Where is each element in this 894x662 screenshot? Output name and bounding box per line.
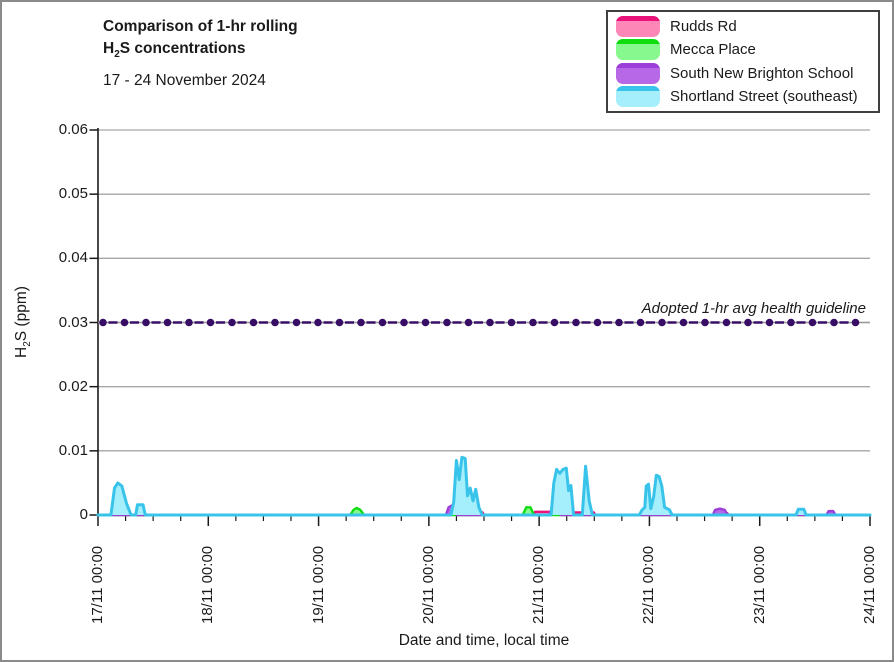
legend-swatch-icon [616, 85, 660, 107]
guideline-marker [701, 318, 709, 327]
guideline-marker [99, 318, 107, 327]
guideline-marker [400, 318, 408, 327]
x-axis-title: Date and time, local time [398, 632, 570, 649]
legend-swatch-line [616, 85, 660, 91]
x-tick-label: 19/11 00:00 [309, 545, 327, 624]
guideline-marker [507, 318, 516, 327]
x-tick-label: 24/11 00:00 [861, 545, 878, 624]
guideline-marker [142, 318, 150, 327]
guideline-marker [658, 318, 666, 327]
y-tick-label: 0.03 [58, 313, 88, 331]
guideline-marker [206, 318, 215, 327]
legend-item-south-new-brighton-school: South New Brighton School [608, 62, 878, 84]
x-tick-label: 20/11 00:00 [419, 545, 437, 624]
legend-label: South New Brighton School [670, 64, 854, 82]
y-tick-label: 0.05 [58, 185, 88, 203]
guideline-marker [851, 318, 860, 327]
x-tick-label: 21/11 00:00 [530, 545, 548, 624]
guideline-marker [271, 318, 279, 327]
guideline-marker [679, 318, 688, 327]
y-tick-label: 0 [79, 506, 88, 523]
guideline-marker [808, 318, 817, 327]
y-tick-label: 0.01 [58, 441, 88, 459]
guideline-marker [550, 318, 559, 327]
legend-swatch-icon [616, 62, 660, 84]
guideline-marker [830, 318, 838, 327]
x-tick-label: 17/11 00:00 [89, 545, 106, 624]
x-tick-label: 18/11 00:00 [199, 545, 217, 624]
guideline-marker [335, 318, 344, 327]
x-tick-label: 22/11 00:00 [640, 545, 658, 624]
legend-swatch-line [616, 62, 660, 68]
legend-swatch-line [616, 39, 660, 45]
guideline-marker [357, 318, 365, 327]
guideline-marker [314, 318, 322, 327]
legend-swatch-icon [616, 39, 660, 61]
guideline-marker [464, 318, 473, 327]
guideline-marker [249, 318, 258, 327]
guideline-marker [443, 318, 451, 327]
legend-label: Mecca Place [670, 41, 756, 59]
series-area-shortland-street-southeast- [98, 457, 870, 515]
legend-label: Shortland Street (southeast) [670, 87, 858, 105]
guideline-marker [593, 318, 602, 327]
legend: Rudds Rd Mecca Place South New Brighton Sc… [606, 10, 880, 113]
guideline-marker [228, 318, 236, 327]
guideline-marker [486, 318, 494, 327]
guideline-marker [787, 318, 795, 327]
chart-title: Comparison of 1-hr rolling H2S concentra… [103, 16, 298, 62]
y-tick-label: 0.06 [58, 121, 88, 138]
legend-item-rudds-rd: Rudds Rd [608, 16, 878, 38]
guideline-marker [572, 318, 580, 327]
series-line-shortland-street-southeast- [96, 455, 872, 517]
guideline-marker [529, 318, 537, 327]
chart-title-line1: Comparison of 1-hr rolling [103, 18, 298, 35]
chart-subtitle: 17 - 24 November 2024 [103, 72, 266, 89]
guideline-marker [615, 318, 623, 327]
guideline-marker [185, 318, 193, 327]
guideline-marker [744, 318, 752, 327]
guideline-marker [292, 318, 301, 327]
y-tick-label: 0.02 [58, 377, 88, 395]
y-tick-label: 0.04 [58, 249, 88, 267]
guideline-marker [636, 318, 645, 327]
legend-item-shortland-street-southeast-: Shortland Street (southeast) [608, 85, 878, 107]
x-tick-label: 23/11 00:00 [750, 545, 768, 624]
guideline-marker [378, 318, 387, 327]
y-axis-title: H2S (ppm) [12, 286, 34, 359]
legend-swatch-icon [616, 16, 660, 38]
legend-item-mecca-place: Mecca Place [608, 39, 878, 61]
guideline-marker [421, 318, 430, 327]
guideline-marker [163, 318, 172, 327]
chart-title-line2: H2S concentrations [103, 39, 246, 60]
legend-label: Rudds Rd [670, 18, 737, 36]
guideline-label: Adopted 1-hr avg health guideline [641, 300, 866, 317]
legend-swatch-line [616, 16, 660, 22]
guideline-marker [765, 318, 774, 327]
guideline-marker [120, 318, 129, 327]
guideline-marker [722, 318, 731, 327]
